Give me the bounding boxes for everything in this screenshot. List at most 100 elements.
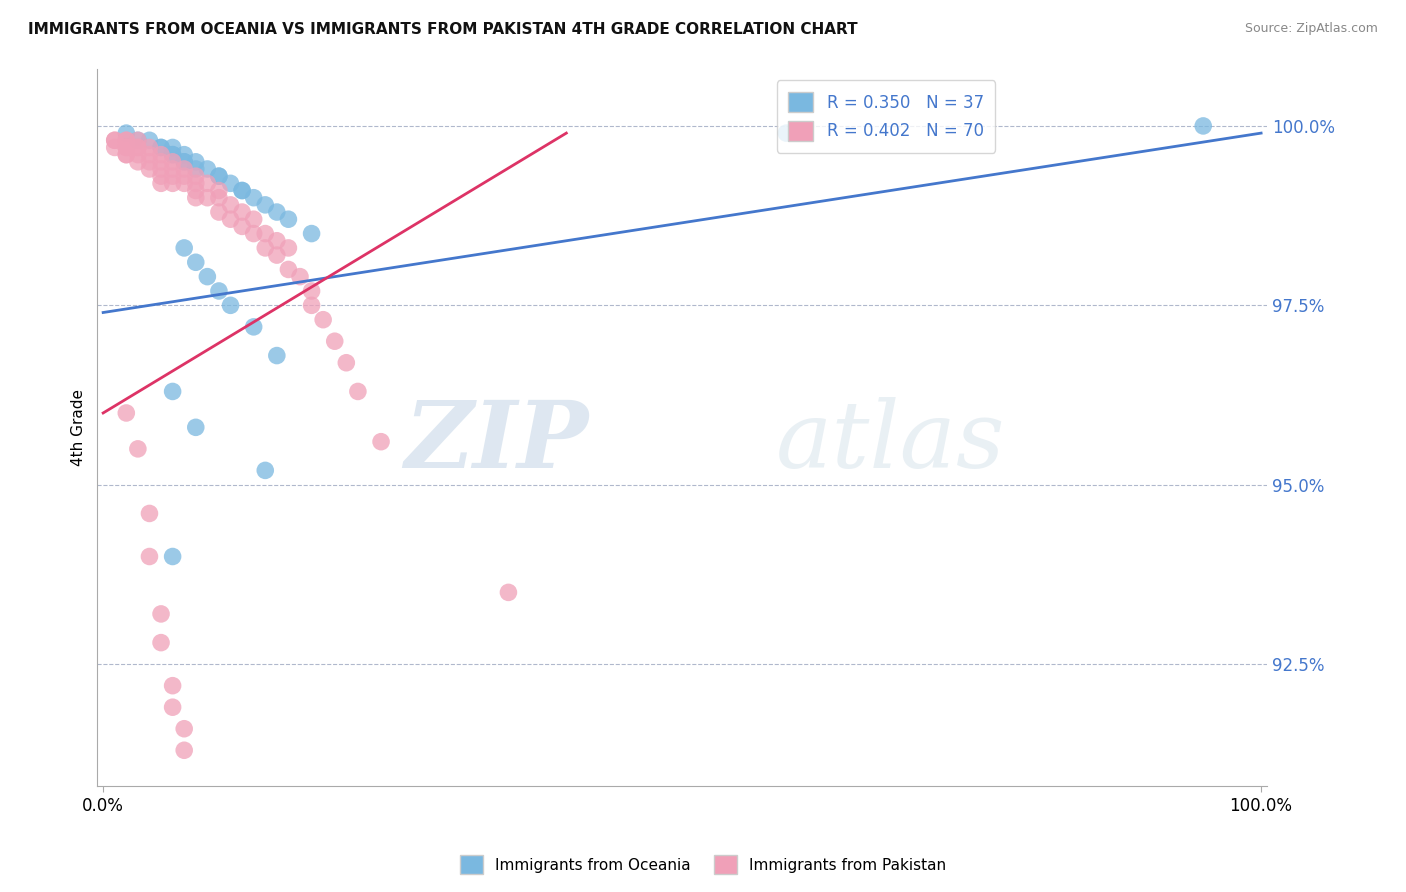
Point [162, 169, 184, 183]
Point [312, 312, 335, 326]
Point [231, 219, 253, 234]
Point [115, 147, 138, 161]
Point [242, 212, 264, 227]
Point [184, 184, 207, 198]
Point [254, 241, 277, 255]
Point [173, 241, 195, 255]
Point [162, 154, 184, 169]
Point [150, 147, 173, 161]
Point [184, 420, 207, 434]
Point [1192, 119, 1215, 133]
Point [184, 191, 207, 205]
Point [335, 356, 357, 370]
Point [301, 298, 323, 312]
Text: IMMIGRANTS FROM OCEANIA VS IMMIGRANTS FROM PAKISTAN 4TH GRADE CORRELATION CHART: IMMIGRANTS FROM OCEANIA VS IMMIGRANTS FR… [28, 22, 858, 37]
Point [231, 184, 253, 198]
Point [138, 549, 160, 564]
Point [254, 227, 277, 241]
Point [775, 126, 797, 140]
Point [173, 154, 195, 169]
Point [498, 585, 520, 599]
Point [115, 133, 138, 147]
Point [208, 205, 231, 219]
Point [242, 227, 264, 241]
Y-axis label: 4th Grade: 4th Grade [72, 389, 86, 466]
Point [115, 140, 138, 154]
Point [266, 205, 288, 219]
Point [127, 140, 149, 154]
Point [231, 205, 253, 219]
Point [195, 269, 218, 284]
Point [173, 161, 195, 176]
Point [127, 133, 149, 147]
Point [173, 169, 195, 183]
Point [277, 212, 299, 227]
Point [301, 284, 323, 298]
Point [138, 507, 160, 521]
Point [162, 147, 184, 161]
Point [266, 349, 288, 363]
Legend: R = 0.350   N = 37, R = 0.402   N = 70: R = 0.350 N = 37, R = 0.402 N = 70 [776, 80, 995, 153]
Point [173, 722, 195, 736]
Point [104, 140, 127, 154]
Text: ZIP: ZIP [405, 397, 589, 487]
Point [208, 169, 231, 183]
Point [184, 154, 207, 169]
Point [208, 184, 231, 198]
Point [127, 140, 149, 154]
Point [162, 549, 184, 564]
Point [254, 463, 277, 477]
Point [127, 154, 149, 169]
Point [173, 177, 195, 191]
Point [370, 434, 392, 449]
Point [150, 140, 173, 154]
Point [150, 140, 173, 154]
Point [150, 607, 173, 621]
Point [138, 133, 160, 147]
Point [150, 177, 173, 191]
Point [266, 234, 288, 248]
Point [301, 227, 323, 241]
Point [162, 700, 184, 714]
Point [277, 241, 299, 255]
Point [173, 743, 195, 757]
Point [138, 161, 160, 176]
Point [162, 679, 184, 693]
Point [219, 198, 242, 212]
Point [173, 154, 195, 169]
Point [208, 284, 231, 298]
Point [288, 269, 311, 284]
Point [184, 177, 207, 191]
Point [277, 262, 299, 277]
Point [266, 248, 288, 262]
Point [150, 161, 173, 176]
Point [323, 334, 346, 349]
Point [150, 635, 173, 649]
Point [231, 184, 253, 198]
Point [184, 161, 207, 176]
Point [115, 140, 138, 154]
Point [104, 133, 127, 147]
Point [138, 140, 160, 154]
Text: Source: ZipAtlas.com: Source: ZipAtlas.com [1244, 22, 1378, 36]
Point [115, 133, 138, 147]
Point [127, 133, 149, 147]
Point [219, 298, 242, 312]
Point [195, 161, 218, 176]
Point [184, 169, 207, 183]
Point [208, 169, 231, 183]
Point [138, 147, 160, 161]
Point [242, 319, 264, 334]
Point [150, 169, 173, 183]
Point [162, 161, 184, 176]
Point [162, 140, 184, 154]
Point [138, 154, 160, 169]
Text: atlas: atlas [776, 397, 1005, 487]
Point [195, 177, 218, 191]
Point [173, 147, 195, 161]
Point [208, 191, 231, 205]
Point [162, 147, 184, 161]
Point [195, 191, 218, 205]
Point [162, 384, 184, 399]
Point [104, 133, 127, 147]
